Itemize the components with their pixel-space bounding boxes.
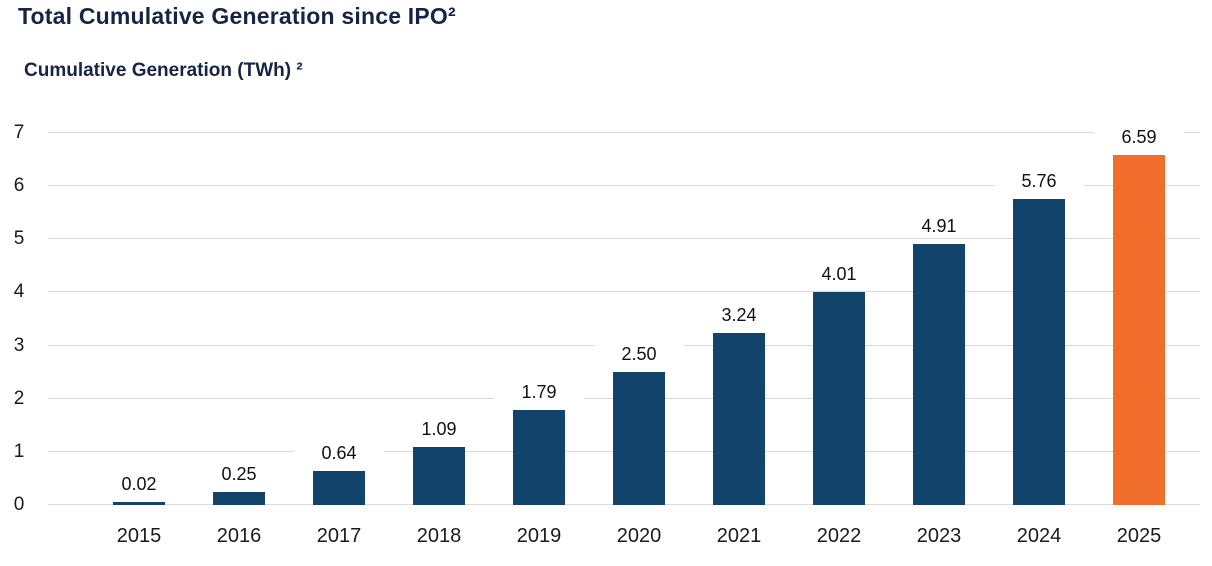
bar-value-label: 4.91 xyxy=(894,215,984,237)
x-axis-tick-label: 2017 xyxy=(316,525,362,547)
bar-value-label: 0.02 xyxy=(94,473,184,495)
bar-value-label: 3.24 xyxy=(694,304,784,326)
gridline xyxy=(48,238,1200,240)
x-axis-tick-label: 2023 xyxy=(916,525,962,547)
y-axis-tick-label: 5 xyxy=(13,228,25,250)
y-axis-tick-label: 2 xyxy=(13,387,25,409)
bar-2023 xyxy=(913,244,965,505)
y-axis-tick-label: 7 xyxy=(13,122,25,143)
bar-value-label: 1.79 xyxy=(494,381,584,403)
bar-2017 xyxy=(313,471,365,505)
x-axis-tick-label: 2019 xyxy=(516,525,562,547)
x-axis-tick-label: 2020 xyxy=(616,525,662,547)
y-axis-title: Cumulative Generation (TWh) ² xyxy=(24,60,303,81)
y-axis-tick-label: 6 xyxy=(13,175,25,197)
gridline xyxy=(48,185,1200,187)
bar-2021 xyxy=(713,333,765,505)
bar-value-label: 1.09 xyxy=(394,418,484,440)
x-axis-tick-label: 2018 xyxy=(416,525,462,547)
y-axis-tick-label: 4 xyxy=(13,281,25,303)
bar-2024 xyxy=(1013,199,1065,505)
bar-2019 xyxy=(513,410,565,505)
gridline xyxy=(48,291,1200,293)
bar-value-label: 5.76 xyxy=(994,170,1084,192)
x-axis-tick-label: 2021 xyxy=(716,525,762,547)
bar-2015 xyxy=(113,502,165,505)
bar-value-label: 0.25 xyxy=(194,463,284,485)
bar-2020 xyxy=(613,372,665,505)
bar-2025 xyxy=(1113,155,1165,505)
gridline xyxy=(48,132,1200,133)
x-axis-tick-label: 2025 xyxy=(1116,525,1162,547)
bar-value-label: 2.50 xyxy=(594,343,684,365)
x-axis-tick-label: 2015 xyxy=(116,525,162,547)
y-axis-tick-label: 0 xyxy=(13,494,25,515)
bar-value-label: 4.01 xyxy=(794,263,884,285)
bar-2016 xyxy=(213,492,265,505)
plot-area: 0 1 2 3 4 5 6 7 0.02 2015 0.25 2016 0.64 2017 1.09 2018… xyxy=(14,122,1200,547)
bar-value-label: 6.59 xyxy=(1094,126,1184,148)
bar-value-label: 0.64 xyxy=(294,442,384,464)
bar-2022 xyxy=(813,292,865,505)
x-axis-tick-label: 2022 xyxy=(816,525,862,547)
bar-2018 xyxy=(413,447,465,505)
x-axis-tick-label: 2024 xyxy=(1016,525,1062,547)
y-axis-tick-label: 3 xyxy=(13,334,25,356)
x-axis-tick-label: 2016 xyxy=(216,525,262,547)
y-axis-tick-label: 1 xyxy=(13,440,25,462)
page-title: Total Cumulative Generation since IPO² xyxy=(18,3,456,29)
